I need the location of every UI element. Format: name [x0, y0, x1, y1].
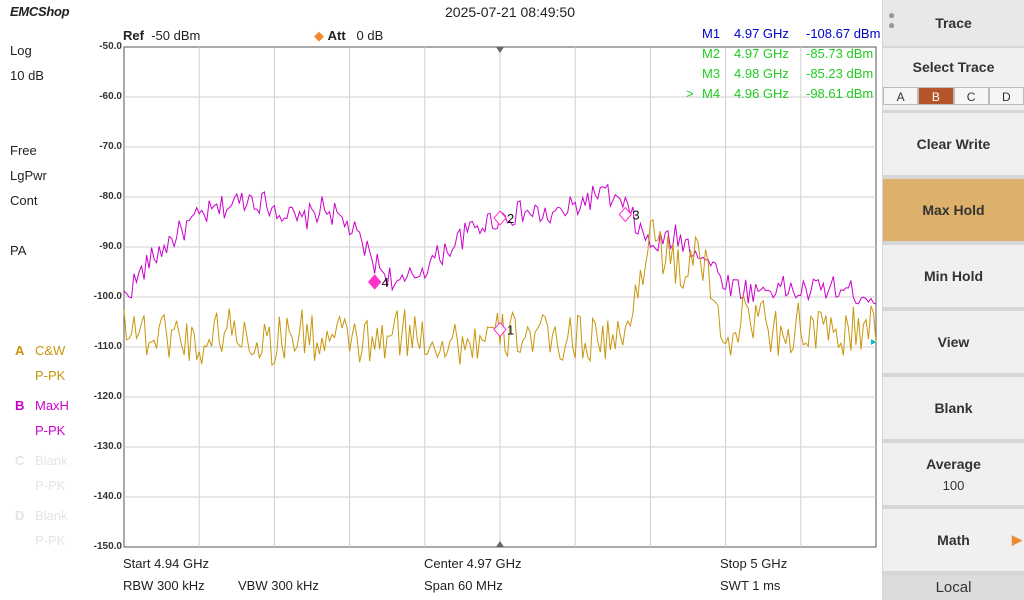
att-label: Att	[327, 28, 346, 43]
marker-2-label: 2	[507, 211, 514, 226]
marker-freq: 4.97 GHz	[734, 26, 789, 41]
marker-1-label: 1	[507, 323, 514, 338]
span-value: Span 60 MHz	[424, 578, 503, 593]
marker-1-diamond	[493, 321, 507, 338]
sweep-time: SWT 1 ms	[720, 578, 781, 593]
min-hold-button[interactable]: Min Hold	[883, 245, 1024, 307]
ref-value: -50 dBm	[151, 28, 201, 43]
marker-points: 1 2 3 4	[368, 206, 640, 338]
average-button[interactable]: Average 100	[883, 443, 1024, 505]
marker-prefix: >	[686, 86, 694, 101]
marker-name: M2	[702, 46, 721, 61]
y-tick-label: -80.0	[99, 191, 122, 202]
average-label: Average	[926, 456, 981, 472]
trace-d-mode: Blank	[35, 508, 68, 523]
trigger-level-icon	[871, 339, 876, 345]
logo-text: EMCShop	[10, 4, 70, 19]
stop-frequency: Stop 5 GHz	[720, 556, 788, 571]
free-run-label: Free	[10, 143, 37, 158]
blank-button[interactable]: Blank	[883, 377, 1024, 439]
trace-b-legend: B MaxH	[15, 398, 69, 413]
trace-d-detector: P-PK	[35, 533, 66, 548]
marker-value: -85.23 dBm	[806, 66, 874, 81]
marker-freq: 4.97 GHz	[734, 46, 789, 61]
max-hold-button[interactable]: Max Hold	[883, 179, 1024, 241]
marker-name: M4	[702, 86, 721, 101]
math-label: Math	[937, 532, 970, 548]
attenuation: ◆ Att 0 dB	[314, 28, 383, 44]
trace-c-mode: Blank	[35, 453, 68, 468]
center-frequency: Center 4.97 GHz	[424, 556, 522, 571]
trace-tab-a[interactable]: A	[883, 87, 919, 105]
select-trace-label: Select Trace	[912, 59, 995, 75]
marker-value: -85.73 dBm	[806, 46, 874, 61]
submenu-arrow-icon: ▶	[1012, 532, 1022, 547]
y-tick-label: -120.0	[93, 391, 122, 402]
cont-label: Cont	[10, 193, 38, 208]
trace-a-detector: P-PK	[35, 368, 66, 383]
marker-4-diamond	[368, 274, 382, 290]
start-frequency: Start 4.94 GHz	[123, 556, 209, 571]
trace-c-key: C	[15, 453, 25, 468]
y-tick-label: -100.0	[93, 291, 122, 302]
marker-3-label: 3	[632, 208, 639, 223]
plot-grid	[123, 46, 877, 548]
trace-b-detector: P-PK	[35, 423, 66, 438]
trace-d-legend: D Blank	[15, 508, 68, 523]
menu-handle-icon: ● ●	[888, 8, 896, 32]
trace-b-mode: MaxH	[35, 398, 69, 413]
ref-level: Ref -50 dBm	[123, 28, 200, 43]
y-tick-label: -90.0	[99, 241, 122, 252]
scale-division-label: 10 dB	[10, 68, 44, 83]
marker-4-label: 4	[382, 275, 389, 290]
trace-d-key: D	[15, 508, 25, 523]
ref-label: Ref	[123, 28, 144, 43]
app-logo: EMCShop	[10, 4, 70, 19]
trace-menu-title: ● ● Trace	[883, 0, 1024, 46]
y-tick-label: -150.0	[93, 541, 122, 552]
vbw-value: VBW 300 kHz	[238, 578, 319, 593]
spectrum-plot: 1 2 3 4	[123, 46, 877, 548]
center-bottom-triangle	[496, 541, 504, 547]
pa-label: PA	[10, 243, 27, 258]
att-icon: ◆	[314, 28, 324, 43]
clear-write-button[interactable]: Clear Write	[883, 113, 1024, 175]
trace-a-key: A	[15, 343, 25, 358]
trace-title-label: Trace	[935, 15, 972, 31]
marker-name: M1	[702, 26, 721, 41]
y-tick-label: -110.0	[94, 341, 122, 352]
y-tick-label: -130.0	[93, 441, 122, 452]
trace-c-legend: C Blank	[15, 453, 68, 468]
y-tick-label: -60.0	[99, 91, 122, 102]
view-button[interactable]: View	[883, 311, 1024, 373]
y-tick-label: -50.0	[99, 41, 122, 52]
trace-tab-d[interactable]: D	[988, 87, 1024, 105]
trace-a-mode: C&W	[35, 343, 66, 358]
select-trace-tabs: A B C D	[883, 87, 1024, 105]
trace-tab-c[interactable]: C	[953, 87, 989, 105]
marker-freq: 4.96 GHz	[734, 86, 789, 101]
att-value: 0 dB	[356, 28, 384, 43]
lgpwr-label: LgPwr	[10, 168, 47, 183]
datetime-display: 2025-07-21 08:49:50	[445, 4, 575, 20]
local-button[interactable]: Local	[883, 575, 1024, 600]
marker-3-diamond	[618, 206, 632, 223]
marker-value: -108.67 dBm	[806, 26, 881, 41]
trace-c-detector: P-PK	[35, 478, 66, 493]
trace-a-legend: A C&W	[15, 343, 65, 358]
trace-line-a	[123, 218, 877, 367]
math-button[interactable]: Math ▶	[883, 509, 1024, 571]
marker-name: M3	[702, 66, 721, 81]
marker-freq: 4.98 GHz	[734, 66, 789, 81]
marker-2-diamond	[493, 210, 507, 226]
y-tick-label: -70.0	[99, 141, 122, 152]
y-tick-label: -140.0	[93, 491, 122, 502]
scale-type-label: Log	[10, 43, 32, 58]
trace-tab-b[interactable]: B	[918, 87, 954, 105]
rbw-value: RBW 300 kHz	[123, 578, 205, 593]
average-count: 100	[942, 478, 965, 493]
marker-value: -98.61 dBm	[806, 86, 874, 101]
center-top-triangle	[496, 47, 504, 53]
trace-b-key: B	[15, 398, 25, 413]
